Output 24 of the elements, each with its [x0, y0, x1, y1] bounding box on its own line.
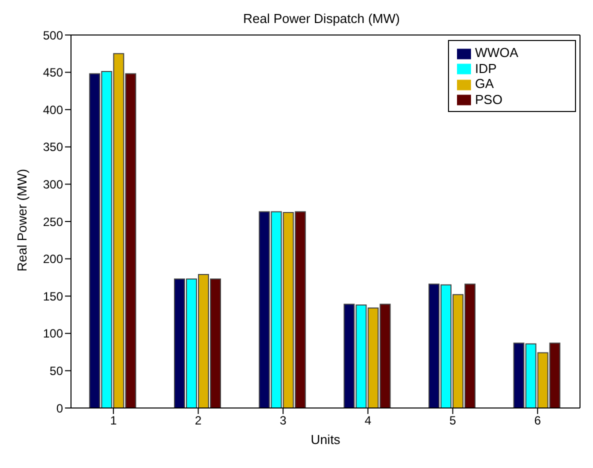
legend-label: PSO	[475, 92, 502, 107]
y-axis-title: Real Power (MW)	[14, 168, 30, 272]
y-tick-label: 300	[42, 177, 64, 192]
legend-label: IDP	[475, 60, 497, 76]
y-tick-label: 500	[42, 28, 64, 42]
y-tick-label: 200	[42, 252, 64, 266]
y-tick-label: 450	[42, 66, 64, 80]
y-tick-label: 350	[42, 140, 64, 154]
chart-title: Real Power Dispatch (MW)	[242, 10, 401, 28]
x-tick-label: 1	[110, 414, 118, 428]
legend-label: WWOA	[475, 45, 518, 60]
y-tick-label: 150	[42, 289, 64, 304]
x-tick-label: 2	[194, 414, 202, 428]
x-tick-label: 5	[449, 414, 456, 428]
y-tick-label: 0	[56, 401, 64, 416]
y-tick-label: 250	[42, 214, 64, 229]
x-axis-title: Units	[310, 432, 341, 447]
legend-label: GA	[475, 76, 494, 92]
y-tick-label: 50	[50, 364, 64, 378]
x-tick-label: 4	[364, 414, 372, 428]
x-tick-label: 3	[280, 414, 287, 428]
y-tick-label: 100	[42, 326, 64, 341]
x-tick-label: 6	[534, 414, 542, 428]
y-tick-label: 400	[42, 102, 64, 117]
